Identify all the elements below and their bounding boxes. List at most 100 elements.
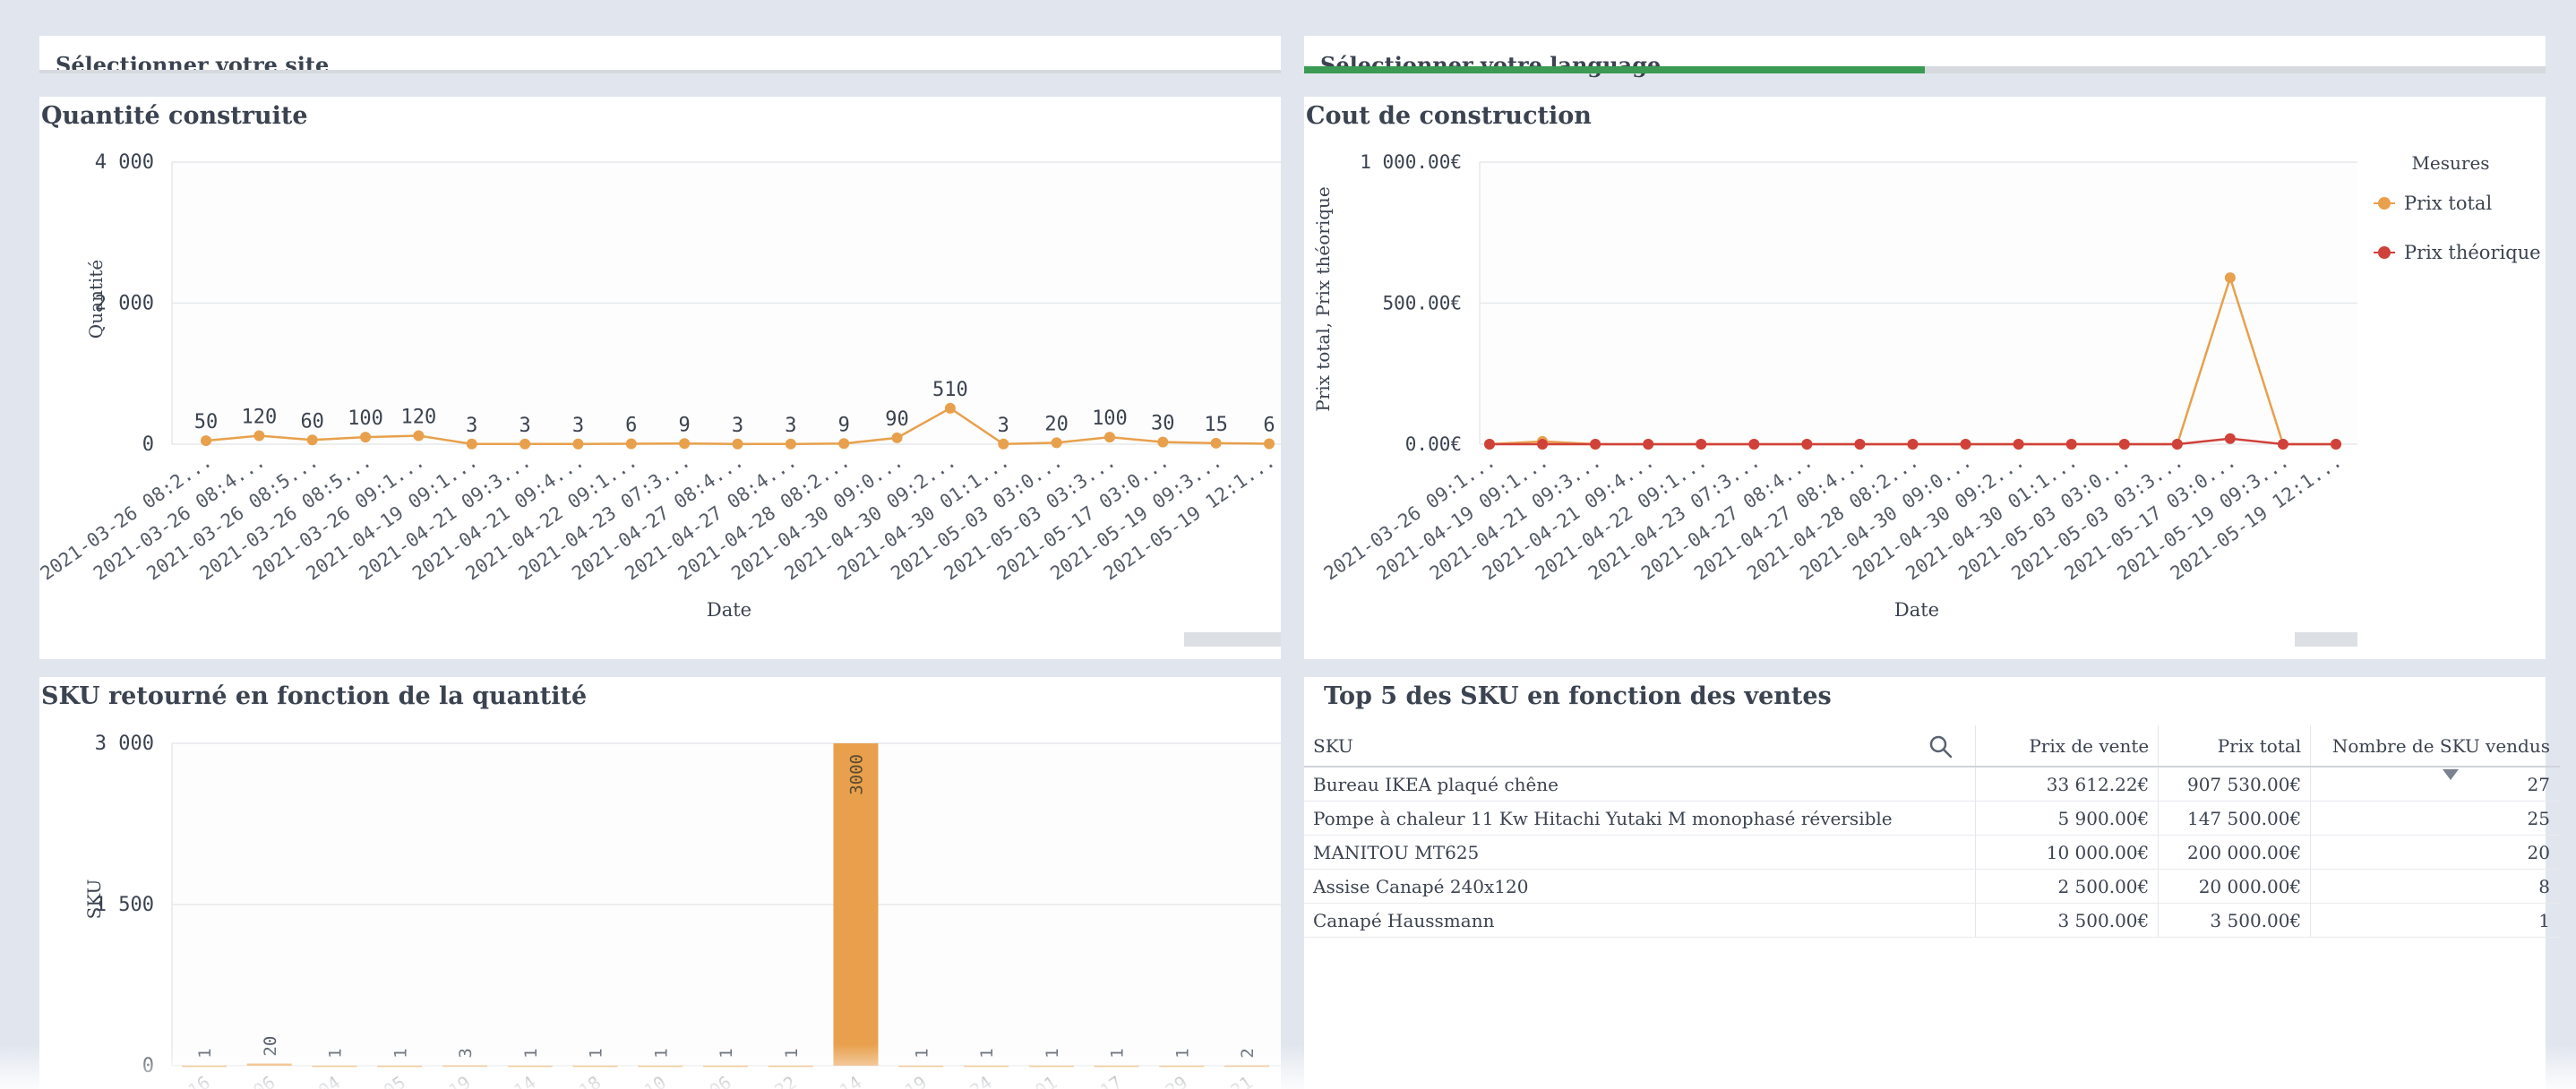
data-point — [944, 402, 956, 414]
data-point — [2171, 439, 2183, 450]
top5-sku-table: SKU Prix de vente Prix total Nombre de S… — [1304, 725, 2560, 938]
language-selector-label: Sélectionner votre language — [1320, 52, 1662, 78]
data-point — [2277, 439, 2288, 450]
data-label: 3 — [785, 415, 796, 437]
data-point — [1643, 439, 1654, 450]
table-cell: 27 — [2310, 767, 2560, 802]
data-point — [838, 438, 850, 450]
data-label: 15 — [1204, 414, 1228, 436]
y-tick-label: 0.00€ — [1405, 433, 1462, 455]
data-label: 9 — [838, 414, 850, 436]
data-point — [1590, 439, 1601, 450]
column-header-sku[interactable]: SKU — [1304, 725, 1977, 767]
top5-table-wrap: SKU Prix de vente Prix total Nombre de S… — [1304, 0, 2560, 1089]
data-label: 6 — [625, 415, 637, 437]
column-header-prix-vente[interactable]: Prix de vente — [1975, 725, 2160, 767]
table-row[interactable]: Canapé Haussmann 3 500.00€ 3 500.00€ 1 — [1304, 903, 2560, 938]
data-point — [2224, 272, 2236, 284]
quantity-chart-panel: Quantité construite Quantité Date 4 000 2… — [39, 97, 1281, 659]
table-row[interactable]: Bureau IKEA plaqué chêne 33 612.22€ 907 … — [1304, 767, 2560, 802]
sku-y-axis-title: SKU — [83, 879, 105, 920]
data-point — [2013, 439, 2024, 450]
site-selector[interactable]: Sélectionner votre site — [39, 36, 1281, 78]
data-point — [253, 430, 265, 442]
table-row[interactable]: Assise Canapé 240x120 2 500.00€ 20 000.0… — [1304, 869, 2560, 904]
language-selector[interactable]: Sélectionner votre language — [1304, 36, 2546, 78]
table-cell: 1 — [2310, 903, 2560, 938]
quantity-y-axis-title: Quantité — [85, 260, 107, 339]
table-cell: 10 000.00€ — [1975, 835, 2160, 870]
table-cell: 200 000.00€ — [2158, 835, 2312, 870]
cost-x-axis-title: Date — [1894, 599, 1939, 621]
cost-legend-label-theorique: Prix théorique — [2404, 242, 2541, 263]
cost-chart-title: Cout de construction — [1306, 102, 1592, 130]
data-point — [785, 438, 796, 450]
data-point — [1210, 437, 1222, 449]
cost-legend-title: Mesures — [2411, 152, 2489, 174]
data-point — [466, 438, 477, 450]
table-cell: MANITOU MT625 — [1304, 835, 1977, 870]
column-header-label: Prix total — [2217, 734, 2302, 757]
data-label: 60 — [300, 410, 324, 433]
data-point — [1696, 439, 1707, 450]
column-header-label: Nombre de SKU vendus — [2331, 734, 2550, 757]
data-label: 100 — [1092, 407, 1128, 430]
table-cell: 907 530.00€ — [2158, 767, 2312, 802]
table-cell: 5 900.00€ — [1975, 801, 2160, 836]
site-selector-track — [39, 70, 1281, 73]
quantity-chart-scrollbar[interactable] — [1184, 632, 1281, 647]
sort-descending-icon[interactable] — [2443, 769, 2459, 780]
data-label: 30 — [1151, 413, 1175, 435]
data-point — [1264, 438, 1275, 450]
cost-legend-item-theorique[interactable]: Prix théorique — [2374, 242, 2541, 263]
data-point — [2118, 439, 2130, 450]
data-label: 9 — [679, 414, 691, 436]
sku-returned-panel: SKU retourné en fonction de la quantité … — [39, 677, 1281, 1089]
data-label: 3 — [519, 415, 530, 437]
search-icon[interactable] — [1928, 734, 1953, 759]
data-label: 3 — [466, 415, 477, 437]
sku-returned-title: SKU retourné en fonction de la quantité — [41, 682, 588, 710]
column-header-label: Prix de vente — [2029, 734, 2150, 757]
cost-legend-label-total: Prix total — [2404, 193, 2492, 214]
table-row[interactable]: Pompe à chaleur 11 Kw Hitachi Yutaki M m… — [1304, 801, 2560, 836]
data-label: 120 — [241, 407, 277, 429]
data-point — [360, 432, 372, 443]
data-label: 90 — [885, 408, 909, 431]
y-tick-label: 3 000 — [95, 733, 154, 755]
table-cell: 3 500.00€ — [1975, 903, 2160, 938]
data-point — [2224, 433, 2236, 444]
data-point — [1854, 439, 1866, 450]
data-label: 6 — [1263, 415, 1275, 437]
data-point — [1960, 439, 1971, 450]
cost-chart-scrollbar[interactable] — [2295, 632, 2357, 647]
column-header-prix-total[interactable]: Prix total — [2158, 725, 2312, 767]
data-point — [998, 438, 1009, 450]
data-point — [1103, 432, 1115, 443]
cost-line-chart: Prix total, Prix théorique Date Mesures … — [1312, 151, 2541, 621]
data-point — [1157, 436, 1169, 448]
data-label: 3 — [998, 415, 1009, 437]
cost-legend-item-total[interactable]: Prix total — [2374, 193, 2492, 214]
column-header-label: SKU — [1313, 734, 1353, 757]
cost-y-axis-title: Prix total, Prix théorique — [1312, 186, 1334, 412]
top5-sku-title: Top 5 des SKU en fonction des ventes — [1324, 682, 1832, 710]
table-header-row: SKU Prix de vente Prix total Nombre de S… — [1304, 725, 2560, 780]
data-label: 3 — [572, 415, 584, 437]
table-cell: 20 — [2310, 835, 2560, 870]
table-row[interactable]: MANITOU MT625 10 000.00€ 200 000.00€ 20 — [1304, 835, 2560, 870]
data-label: 120 — [401, 407, 437, 429]
cost-chart-panel: Cout de construction Prix total, Prix th… — [1304, 97, 2546, 659]
y-tick-label: 500.00€ — [1382, 293, 1462, 314]
data-label: 20 — [1044, 413, 1069, 435]
data-point — [1537, 439, 1549, 450]
table-cell: 2 500.00€ — [1975, 869, 2160, 904]
bar — [833, 743, 879, 1066]
y-tick-label: 1 000.00€ — [1360, 151, 1462, 173]
column-header-nombre-sku[interactable]: Nombre de SKU vendus — [2310, 725, 2560, 780]
language-selector-progress — [1304, 66, 1925, 73]
quantity-chart-title: Quantité construite — [41, 102, 308, 130]
data-point — [891, 432, 903, 443]
